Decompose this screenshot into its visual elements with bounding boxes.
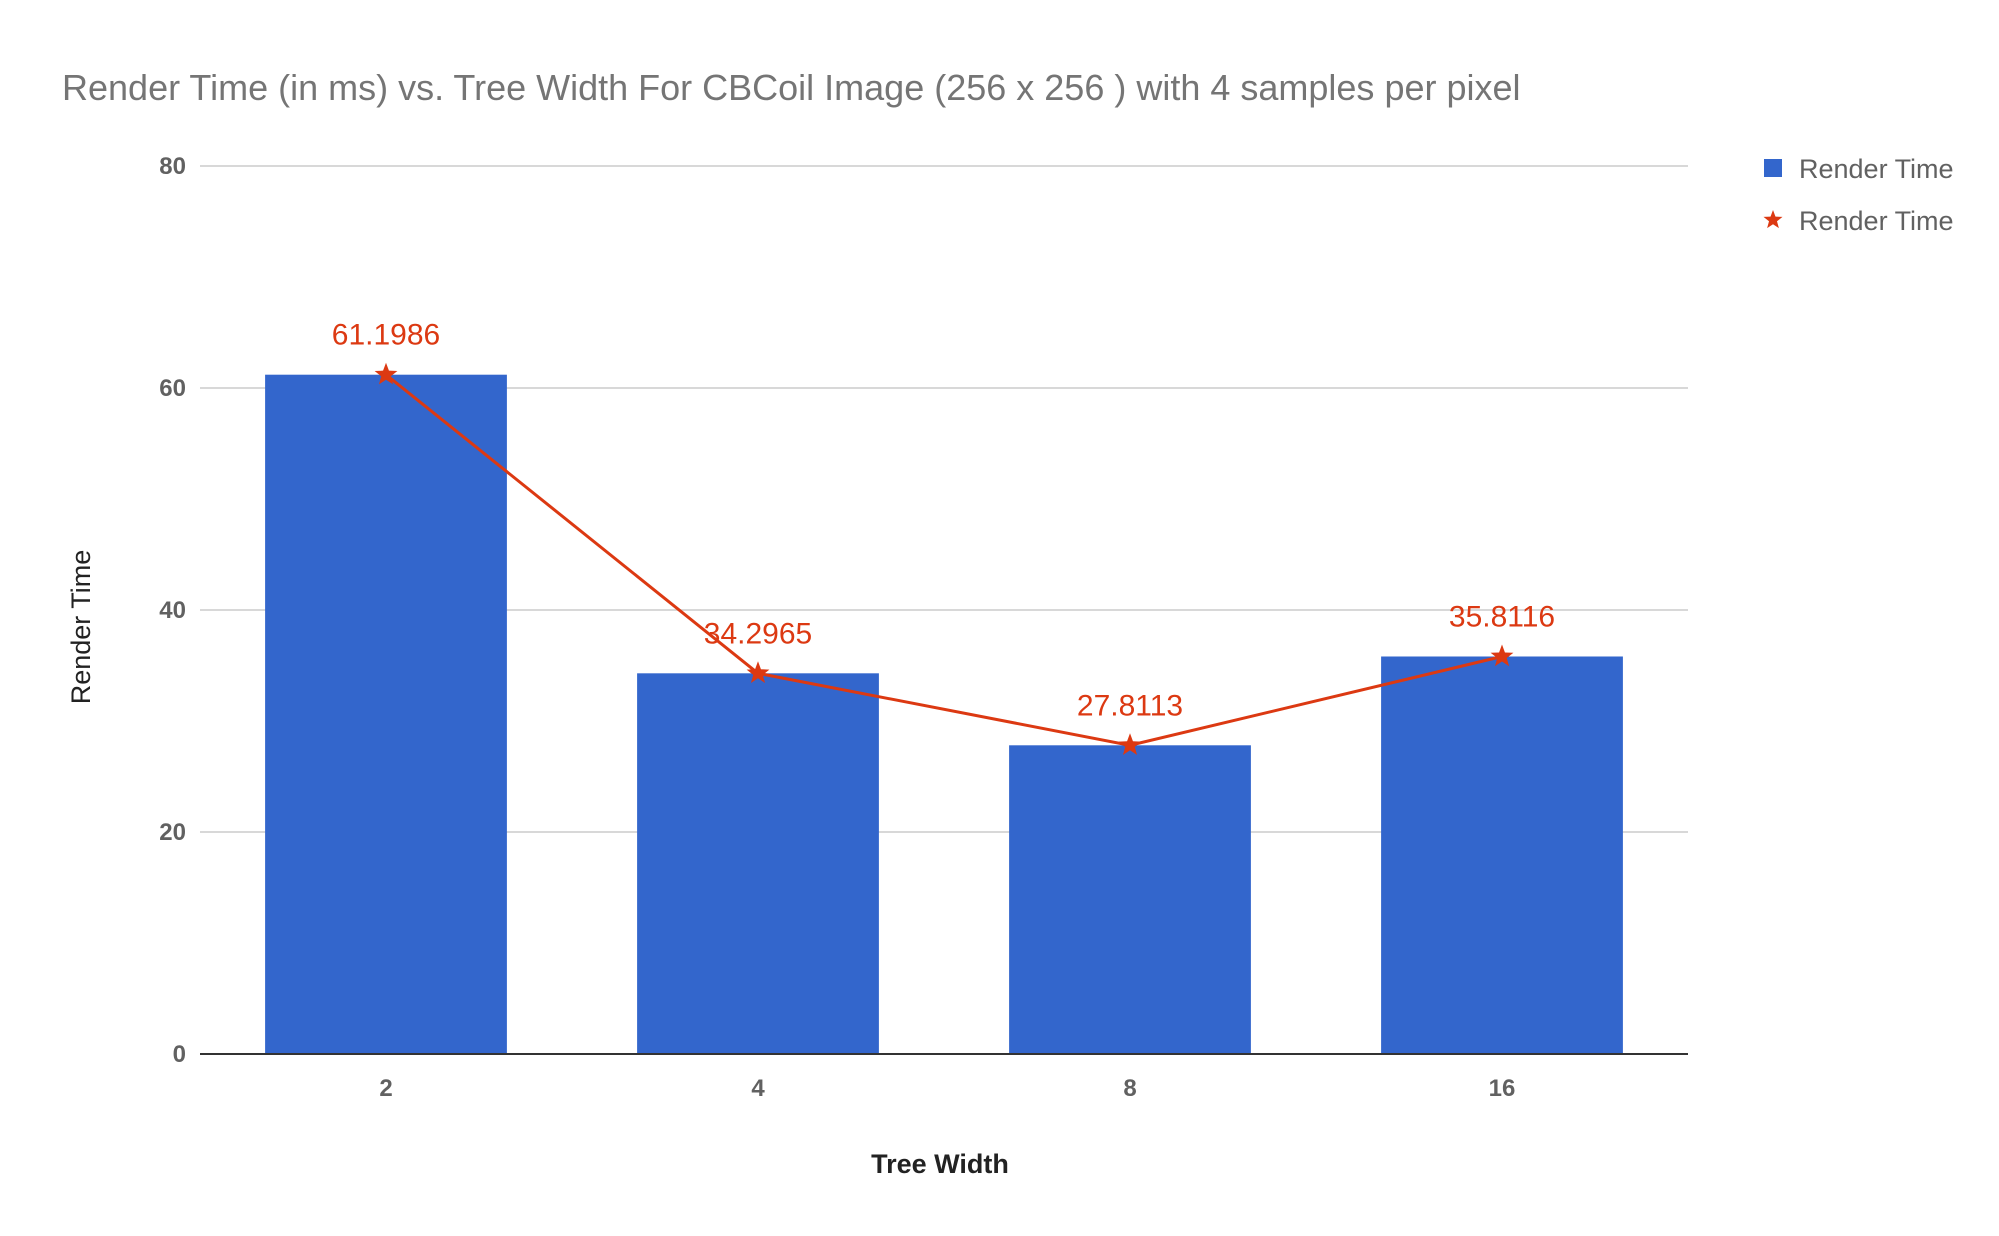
x-axis-title: Tree Width	[871, 1149, 1009, 1179]
y-tick-label: 40	[159, 597, 186, 624]
data-label: 61.1986	[332, 319, 440, 352]
legend-swatch-star	[1763, 210, 1783, 229]
bar	[637, 673, 879, 1054]
x-tick-label: 8	[1123, 1075, 1136, 1102]
chart-title: Render Time (in ms) vs. Tree Width For C…	[62, 67, 1521, 108]
y-tick-label: 60	[159, 375, 186, 402]
data-label: 27.8113	[1077, 689, 1183, 722]
line-series	[374, 362, 1514, 755]
x-tick-label: 2	[379, 1075, 392, 1102]
legend-label: Render Time	[1799, 154, 1954, 184]
bar	[1009, 745, 1251, 1054]
star-marker	[1118, 733, 1142, 755]
x-tick-label: 16	[1489, 1075, 1516, 1102]
legend: Render Time Render Time	[1763, 154, 1954, 236]
y-tick-label: 20	[159, 819, 186, 846]
bar	[1381, 656, 1623, 1054]
y-tick-label: 80	[159, 153, 186, 180]
star-marker	[1490, 644, 1514, 667]
data-label: 34.2965	[704, 617, 812, 650]
bar	[265, 374, 507, 1054]
star-marker	[374, 362, 398, 385]
x-tick-label: 4	[751, 1075, 765, 1102]
legend-label: Render Time	[1799, 206, 1954, 236]
y-tick-label: 0	[173, 1041, 186, 1068]
star-marker	[746, 661, 770, 684]
bars	[265, 374, 1623, 1054]
axes: 0 20 40 60 80 2 4 8 16	[159, 153, 1688, 1102]
y-axis-title: Render Time	[66, 550, 96, 705]
data-label: 35.8116	[1449, 600, 1555, 633]
data-labels: 61.1986 34.2965 27.8113 35.8116	[332, 319, 1555, 723]
series-line	[385, 373, 1503, 747]
legend-swatch-bar	[1764, 159, 1782, 177]
